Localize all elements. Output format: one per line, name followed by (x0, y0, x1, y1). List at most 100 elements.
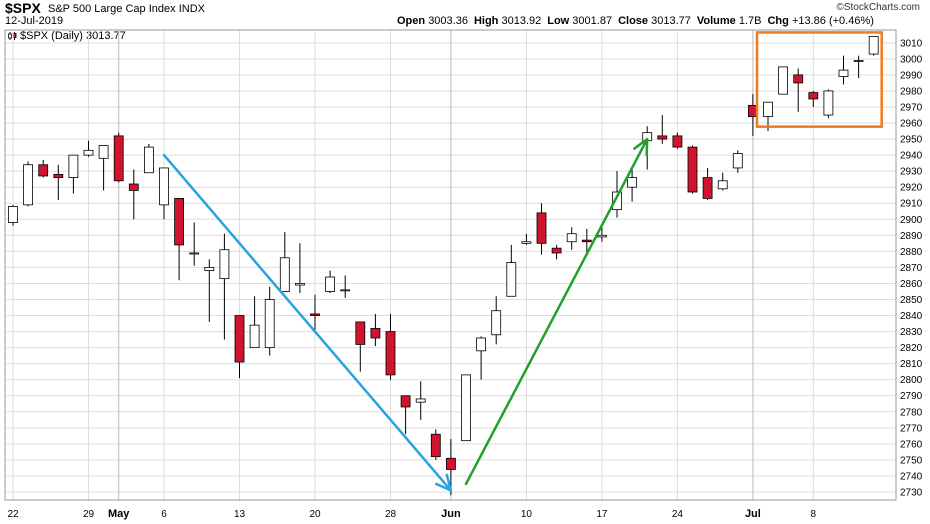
y-tick-label: 2830 (900, 327, 923, 338)
y-tick-label: 2810 (900, 359, 923, 370)
candle-body-down (370, 327, 381, 339)
candle-body-up (98, 145, 109, 159)
candle-body-up (627, 177, 637, 188)
candle (279, 232, 290, 292)
candle-body-up (506, 262, 517, 297)
x-axis: 22 29 May 6 13 20 28 Jun 10 17 24 Jul 8 (7, 508, 816, 520)
candle-body-down (808, 92, 819, 100)
stat-label-chg: Chg (767, 15, 789, 27)
y-tick-label: 2790 (900, 391, 923, 402)
candle (234, 315, 245, 379)
candle (219, 233, 230, 340)
candle (370, 313, 381, 347)
candle (113, 132, 124, 183)
candle-body-up (8, 206, 18, 223)
candle-body-up (325, 276, 336, 292)
candle (8, 204, 18, 226)
candle-body-down (551, 247, 562, 254)
candle (143, 143, 154, 174)
y-tick-label: 2960 (900, 119, 923, 130)
candle-body-up (415, 398, 426, 403)
candle (415, 381, 426, 420)
x-tick-label: 22 (7, 509, 19, 520)
candle (385, 313, 396, 380)
candle (687, 145, 698, 194)
candle-body-up (189, 252, 200, 255)
candle-body-down (445, 457, 456, 470)
candle-body-up (612, 191, 622, 211)
index-full-name: S&P 500 Large Cap Index (48, 3, 176, 15)
y-tick-label: 2950 (900, 135, 923, 146)
y-tick-label: 2910 (900, 199, 923, 210)
candle (174, 198, 185, 281)
arrow-shaft (464, 137, 649, 486)
candle (506, 244, 517, 297)
candle-body-up (294, 283, 305, 286)
candle-body-up (279, 257, 290, 292)
candle (23, 161, 34, 207)
y-tick-label: 2760 (900, 439, 923, 450)
legend-label: $SPX (Daily) 3013.77 (20, 30, 126, 42)
candle (38, 159, 49, 178)
chart-date: 12-Jul-2019 (5, 15, 64, 27)
y-tick-label: 3010 (900, 38, 923, 49)
candle (325, 270, 336, 294)
candle (189, 222, 200, 266)
x-tick-label: 17 (596, 509, 608, 520)
candle (476, 336, 487, 380)
candle-body-up (23, 164, 34, 206)
candle-body-up (143, 146, 154, 174)
arrow-head (633, 137, 649, 157)
candle (400, 395, 411, 435)
candle-body-down (355, 321, 366, 345)
y-tick-label: 2750 (900, 455, 923, 466)
candle-body-up (249, 324, 260, 349)
y-tick-label: 2870 (900, 263, 923, 274)
candle-body-up (159, 167, 169, 206)
candle (128, 169, 139, 220)
candle-body-down (128, 183, 139, 191)
plot-frame (4, 29, 897, 501)
grid (5, 30, 896, 500)
stat-label-high: High (473, 15, 499, 27)
candle-body-down (400, 395, 411, 408)
candle (672, 132, 683, 149)
series-legend: $SPX (Daily) 3013.77 (7, 30, 126, 42)
candle (657, 115, 668, 144)
y-tick-label: 2730 (900, 487, 923, 498)
candle-body-down (536, 212, 547, 244)
candle-body-down (581, 239, 592, 243)
candle (249, 296, 260, 349)
candle-body-down (657, 135, 668, 140)
y-tick-label: 2800 (900, 375, 923, 386)
x-tick-label: 28 (385, 509, 397, 520)
candle-body-up (204, 267, 215, 272)
candle (717, 172, 728, 191)
x-tick-label: Jun (441, 508, 461, 520)
candle-body-up (763, 101, 773, 118)
y-tick-label: 2980 (900, 86, 923, 97)
x-tick-label: 20 (309, 509, 321, 520)
candle (98, 145, 109, 191)
x-tick-label: 10 (521, 509, 533, 520)
candle-body-up (491, 310, 502, 336)
y-tick-label: 2900 (900, 215, 923, 226)
candle-body-up (868, 36, 879, 55)
x-tick-label: 13 (234, 509, 246, 520)
candle-body-down (430, 433, 441, 458)
candle-body-up (521, 241, 532, 244)
candle (204, 259, 215, 322)
candle-body-up (732, 153, 743, 169)
y-tick-label: 2740 (900, 471, 923, 482)
trend-arrow (464, 137, 649, 486)
x-tick-label: Jul (745, 508, 761, 520)
candle-body-down (310, 313, 320, 316)
candle (159, 167, 169, 220)
y-tick-label: 3000 (900, 54, 923, 65)
y-tick-label: 2820 (900, 343, 923, 354)
candle (310, 294, 320, 330)
candle (868, 36, 879, 56)
candle (264, 286, 275, 356)
candle (294, 243, 305, 294)
